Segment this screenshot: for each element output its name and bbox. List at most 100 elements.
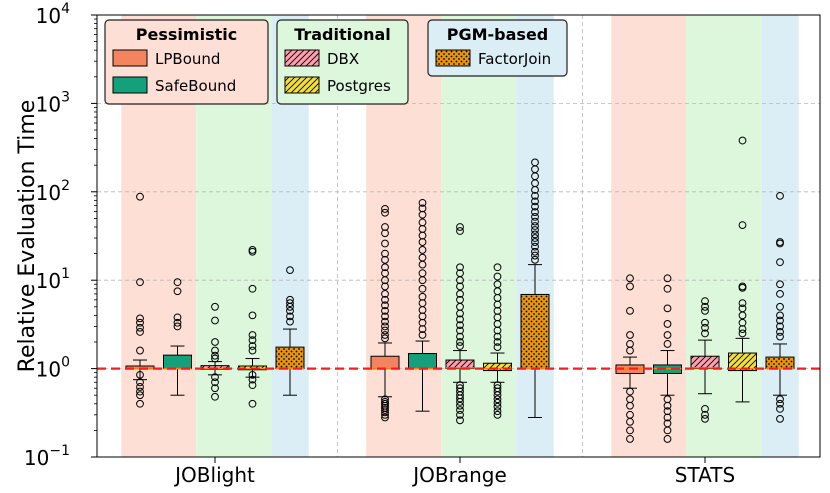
outlier-point: [456, 227, 464, 235]
x-tick-label-joblight: JOBlight: [173, 463, 255, 487]
outlier-point: [663, 435, 672, 443]
outlier-point: [776, 316, 784, 325]
outlier-point: [381, 239, 389, 248]
outlier-point: [248, 342, 257, 350]
outlier-point: [493, 332, 502, 341]
outlier-point: [626, 282, 634, 291]
outlier-point: [381, 306, 389, 315]
outlier-point: [286, 266, 294, 275]
box-hatch: [521, 294, 549, 369]
outlier-point: [248, 284, 257, 293]
x-tick-label-jobrange: JOBrange: [411, 463, 507, 487]
outlier-point: [136, 318, 144, 327]
y-tick-label: 101: [36, 266, 70, 293]
outlier-point: [136, 328, 144, 336]
outlier-point: [626, 387, 634, 396]
outlier-point: [738, 311, 747, 320]
y-tick-label: 104: [36, 1, 70, 28]
y-tick-exponent: 4: [61, 1, 70, 17]
outlier-point: [381, 205, 389, 213]
box-postgres-stats: [728, 136, 757, 403]
outlier-point: [173, 287, 182, 296]
legend-patch-hatch: [285, 77, 319, 93]
outlier-point: [136, 323, 144, 332]
box-safebound-joblight: [163, 278, 192, 396]
outlier-point: [418, 246, 427, 254]
outlier-point: [531, 226, 539, 234]
outlier-point: [701, 302, 709, 311]
outlier-point: [626, 331, 634, 339]
outlier-point: [381, 334, 389, 343]
legend-patch-hatch: [436, 50, 470, 66]
outlier-point: [776, 414, 784, 423]
outlier-point: [456, 223, 464, 231]
outlier-point: [493, 300, 502, 309]
box-dbx-jobrange: [445, 223, 475, 425]
outlier-point: [211, 384, 219, 393]
y-tick-exponent: 0: [61, 355, 70, 371]
outlier-point: [493, 326, 502, 335]
outlier-point: [456, 398, 464, 406]
outlier-point: [456, 410, 464, 419]
outlier-point: [776, 302, 784, 311]
outlier-point: [211, 316, 219, 325]
outlier-point: [248, 346, 257, 355]
outlier-point: [136, 378, 144, 387]
outlier-point: [286, 317, 294, 326]
box-fill: [163, 355, 192, 369]
legend-patch-outline: [435, 49, 471, 67]
x-axis-ticks: JOBlight JOBrange STATS: [173, 457, 735, 487]
outlier-point: [381, 413, 389, 422]
outlier-point: [456, 276, 464, 285]
y-axis-label: Relative Evaluation Time: [15, 100, 40, 373]
box-outline: [728, 352, 757, 372]
outlier-point: [381, 410, 389, 419]
outlier-point: [211, 346, 219, 355]
box-hatch: [766, 357, 794, 369]
outlier-point: [381, 255, 389, 264]
outlier-point: [456, 401, 464, 410]
outlier-point: [211, 373, 219, 382]
outlier-point: [456, 326, 464, 335]
outlier-point: [701, 405, 709, 413]
group-band-traditional: [686, 15, 762, 457]
outlier-point: [663, 413, 672, 422]
outlier-point: [418, 210, 427, 219]
outlier-point: [381, 301, 389, 310]
legend-patch-outline: [112, 49, 148, 67]
outlier-point: [626, 274, 634, 283]
outlier-point: [663, 320, 672, 328]
outlier-point: [663, 340, 672, 348]
outlier-point: [776, 405, 784, 413]
outlier-point: [381, 249, 389, 258]
outlier-point: [418, 198, 427, 207]
outlier-point: [381, 276, 389, 285]
outlier-point: [211, 354, 219, 363]
outlier-point: [738, 325, 747, 333]
outlier-point: [531, 217, 539, 226]
outlier-point: [418, 260, 427, 269]
outlier-point: [531, 247, 539, 256]
outlier-point: [136, 391, 144, 400]
outlier-point: [456, 263, 464, 272]
outlier-point: [381, 326, 389, 335]
outlier-point: [381, 223, 389, 231]
outlier-point: [136, 399, 144, 408]
outlier-point: [776, 322, 784, 331]
outlier-point: [626, 435, 634, 443]
outlier-point: [701, 329, 709, 338]
box-hatch: [276, 347, 304, 369]
outlier-point: [776, 191, 784, 200]
legend-group-title: PGM-based: [447, 25, 549, 44]
outlier-point: [136, 192, 144, 201]
group-band-pessimistic: [611, 15, 687, 457]
outlier-point: [456, 332, 464, 341]
outlier-point: [531, 222, 539, 230]
outlier-point: [701, 306, 709, 315]
outlier-point: [626, 426, 634, 435]
outlier-point: [776, 239, 784, 248]
outlier-point: [381, 282, 389, 291]
outlier-point: [531, 208, 539, 216]
outlier-point: [493, 398, 502, 407]
